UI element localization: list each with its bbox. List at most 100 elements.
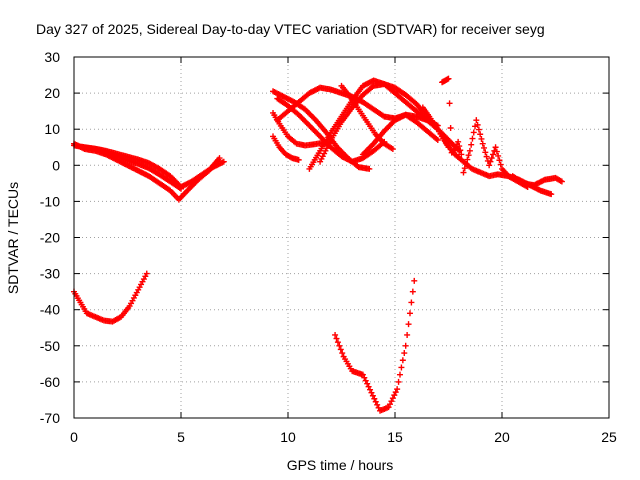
data-point: [385, 404, 392, 411]
data-point: [332, 331, 339, 338]
data-point: [446, 100, 453, 107]
data-point: [388, 398, 395, 405]
data-point: [496, 157, 503, 164]
data-point: [487, 158, 494, 165]
data-point: [456, 143, 463, 150]
data-point: [216, 155, 223, 162]
data-point: [143, 270, 150, 277]
x-tick-label: 25: [601, 429, 617, 445]
y-tick-label: -60: [40, 374, 60, 390]
series-arc-17: [509, 173, 565, 189]
x-tick-label: 10: [280, 429, 296, 445]
data-point: [396, 371, 403, 378]
data-point: [481, 144, 488, 151]
data-point: [394, 386, 401, 393]
data-point: [468, 141, 475, 148]
data-point: [333, 335, 340, 342]
data-point: [464, 156, 471, 163]
data-point: [465, 152, 472, 159]
tick-labels: 0 5 10 15 20 25 30 20 10 0 -10 -20 -30 -40 -50 -60 -70: [40, 49, 617, 445]
data-point: [359, 371, 366, 378]
data-point: [337, 346, 344, 353]
data-point: [399, 357, 406, 364]
data-point: [470, 129, 477, 136]
data-point: [492, 144, 499, 151]
x-tick-label: 0: [70, 429, 78, 445]
axis-ticks: [73, 56, 610, 419]
data-point: [460, 169, 467, 176]
data-point: [457, 147, 464, 154]
chart-title: Day 327 of 2025, Sidereal Day-to-day VTE…: [36, 21, 545, 37]
data-point: [495, 152, 502, 159]
series-arc-8: [270, 133, 302, 163]
series-arc-18: [332, 277, 418, 414]
data-point: [490, 151, 497, 158]
y-axis-label: SDTVAR / TECUs: [5, 182, 21, 294]
grid-lines: [74, 57, 609, 418]
data-point: [458, 151, 465, 158]
data-point: [364, 380, 371, 387]
data-point: [368, 389, 375, 396]
data-point: [391, 392, 398, 399]
data-point: [455, 138, 462, 145]
data-markers: [71, 75, 565, 414]
data-point: [493, 148, 500, 155]
data-point: [497, 161, 504, 168]
series-arc-4: [71, 270, 150, 325]
data-point: [461, 165, 468, 172]
y-tick-label: -70: [40, 410, 60, 426]
data-point: [374, 401, 381, 408]
x-tick-label: 20: [494, 429, 510, 445]
data-point: [478, 135, 485, 142]
y-tick-label: -40: [40, 302, 60, 318]
data-point: [558, 178, 565, 185]
data-point: [387, 401, 394, 408]
data-point: [362, 377, 369, 384]
x-tick-label: 5: [177, 429, 185, 445]
data-point: [372, 398, 379, 405]
data-point: [367, 386, 374, 393]
data-point: [409, 288, 416, 295]
data-point: [463, 160, 470, 167]
y-tick-label: -30: [40, 266, 60, 282]
data-point: [474, 121, 481, 128]
x-axis-label: GPS time / hours: [287, 457, 394, 473]
series-arc-15: [439, 75, 465, 158]
data-point: [334, 339, 341, 346]
data-point: [548, 191, 555, 198]
data-point: [392, 389, 399, 396]
data-point: [336, 342, 343, 349]
series-arc-13: [359, 111, 441, 158]
data-point: [447, 124, 454, 131]
y-tick-label: -10: [40, 193, 60, 209]
data-point: [401, 350, 408, 357]
data-point: [486, 162, 493, 169]
y-tick-label: 10: [44, 121, 60, 137]
data-point: [477, 131, 484, 138]
data-point: [405, 321, 412, 328]
data-point: [371, 395, 378, 402]
y-tick-label: -20: [40, 230, 60, 246]
data-point: [406, 310, 413, 317]
data-point: [411, 277, 418, 284]
data-point: [398, 364, 405, 371]
data-point: [450, 147, 457, 154]
data-point: [404, 331, 411, 338]
y-tick-label: 20: [44, 85, 60, 101]
data-point: [473, 117, 480, 124]
data-point: [220, 158, 227, 165]
x-tick-label: 15: [387, 429, 403, 445]
data-point: [402, 342, 409, 349]
data-point: [408, 299, 415, 306]
data-point: [469, 135, 476, 142]
data-point: [395, 378, 402, 385]
data-point: [488, 155, 495, 162]
data-point: [445, 75, 452, 82]
data-point: [178, 185, 184, 192]
data-point: [339, 350, 346, 357]
data-point: [482, 149, 489, 156]
series-arc-12: [338, 82, 396, 153]
data-point: [557, 177, 564, 184]
data-point: [389, 146, 396, 153]
